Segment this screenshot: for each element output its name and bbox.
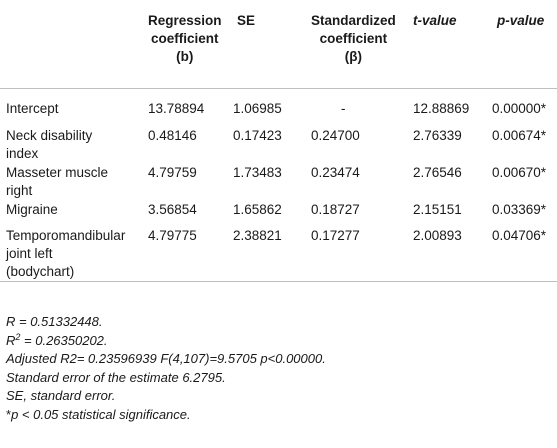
cell-variable: Neck disability index bbox=[6, 128, 93, 161]
header-p-value: p-value bbox=[497, 13, 545, 28]
cell-b: 4.79759 bbox=[148, 165, 197, 180]
note-r2: R2 = 0.26350202. bbox=[6, 331, 108, 348]
cell-beta: 0.18727 bbox=[311, 202, 360, 217]
table-row: Intercept 13.78894 1.06985 - 12.88869 0.00000… bbox=[0, 100, 557, 127]
table-row: Migraine 3.56854 1.65862 0.18727 2.15151 0.03… bbox=[0, 201, 557, 227]
cell-t: 12.88869 bbox=[413, 101, 470, 116]
table-header: Regression coefficient (b) SE Standardiz… bbox=[0, 0, 557, 88]
cell-p: 0.00670* bbox=[492, 165, 547, 180]
cell-se: 1.06985 bbox=[233, 101, 282, 116]
cell-t: 2.00893 bbox=[413, 228, 462, 243]
cell-se: 1.65862 bbox=[233, 202, 282, 217]
note-adjusted-r2: Adjusted R2= 0.23596939 F(4,107)=9.5705 … bbox=[6, 351, 326, 367]
cell-variable: Masseter muscle right bbox=[6, 165, 109, 198]
cell-beta: 0.23474 bbox=[311, 165, 360, 180]
table-footnotes: R = 0.51332448. R2 = 0.26350202. Adjuste… bbox=[6, 313, 326, 425]
cell-variable: Migraine bbox=[6, 202, 58, 217]
table-row: Masseter muscle right 4.79759 1.73483 0.2347… bbox=[0, 164, 557, 201]
regression-table: Regression coefficient (b) SE Standardiz… bbox=[0, 0, 557, 288]
table-row: Temporomandibular joint left (bodychart) 4.… bbox=[0, 227, 557, 282]
cell-se: 0.17423 bbox=[233, 128, 282, 143]
cell-beta: 0.17277 bbox=[311, 228, 360, 243]
cell-beta: 0.24700 bbox=[311, 128, 360, 143]
cell-p: 0.03369* bbox=[492, 202, 547, 217]
note-r: R = 0.51332448. bbox=[6, 314, 103, 329]
cell-p: 0.00000* bbox=[492, 101, 547, 116]
cell-beta: - bbox=[341, 101, 346, 116]
cell-t: 2.15151 bbox=[413, 202, 462, 217]
cell-variable: Temporomandibular joint left (bodychart) bbox=[6, 228, 126, 279]
table-row: Neck disability index 0.48146 0.17423 0.2470… bbox=[0, 127, 557, 164]
cell-t: 2.76546 bbox=[413, 165, 462, 180]
note-significance: *p < 0.05 statistical significance. bbox=[6, 406, 191, 422]
cell-se: 1.73483 bbox=[233, 165, 282, 180]
header-se: SE bbox=[237, 13, 256, 28]
cell-b: 13.78894 bbox=[148, 101, 205, 116]
cell-variable: Intercept bbox=[6, 101, 59, 116]
header-regression-coefficient: Regression coefficient (b) bbox=[148, 13, 222, 64]
header-standardized-coefficient: Standardized coefficient (β) bbox=[311, 13, 396, 64]
cell-p: 0.04706* bbox=[492, 228, 547, 243]
note-se-definition: SE, standard error. bbox=[6, 388, 116, 404]
cell-b: 4.79775 bbox=[148, 228, 197, 243]
table-body: Intercept 13.78894 1.06985 - 12.88869 0.00000… bbox=[0, 88, 557, 288]
header-t-value: t-value bbox=[413, 13, 457, 28]
cell-se: 2.38821 bbox=[233, 228, 282, 243]
header-variable bbox=[0, 0, 148, 88]
cell-b: 0.48146 bbox=[148, 128, 197, 143]
cell-t: 2.76339 bbox=[413, 128, 462, 143]
note-std-error: Standard error of the estimate 6.2795. bbox=[6, 369, 226, 385]
cell-p: 0.00674* bbox=[492, 128, 547, 143]
cell-b: 3.56854 bbox=[148, 202, 197, 217]
